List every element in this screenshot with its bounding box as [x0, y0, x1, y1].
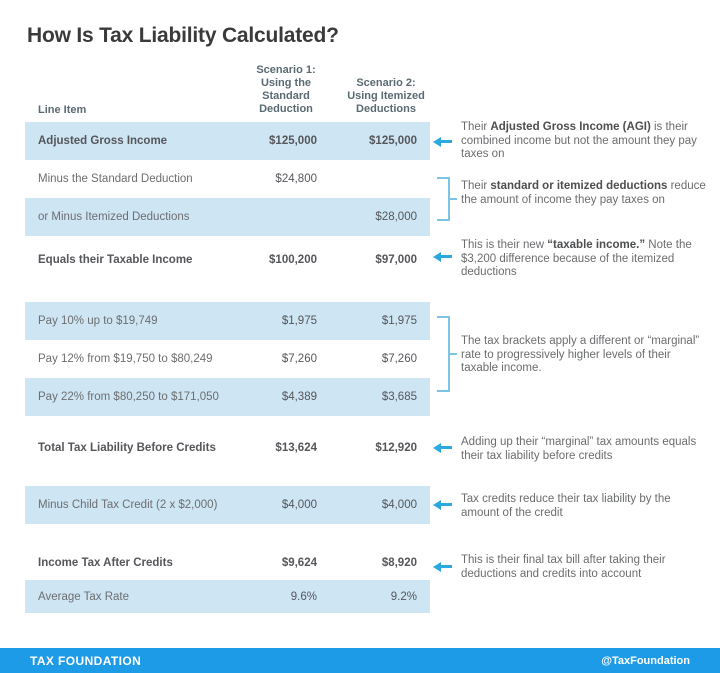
annotation-text: Adding up their “marginal” tax amounts e…	[461, 436, 697, 462]
annotation-text: Their standard or itemized deductions re…	[461, 180, 706, 206]
table-row: or Minus Itemized Deductions $28,000	[25, 198, 430, 236]
row-value-scenario2: $7,260	[381, 353, 417, 365]
annotation-text: The tax brackets apply a different or “m…	[461, 335, 700, 374]
row-label: Pay 22% from $80,250 to $171,050	[38, 391, 219, 403]
row-label: Minus the Standard Deduction	[38, 173, 193, 185]
table-row: Pay 22% from $80,250 to $171,050 $4,389 $3…	[25, 378, 430, 416]
row-value-scenario1: 9.6%	[290, 590, 317, 603]
row-value-scenario2: $28,000	[375, 211, 417, 223]
left-arrow-icon	[433, 499, 452, 511]
row-value-scenario1: $125,000	[269, 135, 317, 147]
table-row: Average Tax Rate 9.6% 9.2%	[25, 580, 430, 613]
row-label: Equals their Taxable Income	[38, 254, 193, 266]
left-arrow-icon	[433, 561, 452, 573]
row-value-scenario1: $4,000	[281, 499, 317, 511]
row-value-scenario2: $12,920	[375, 442, 417, 454]
table-row: Equals their Taxable Income $100,200 $97,0…	[25, 241, 430, 279]
col-header-scenario2: Scenario 2: Using Itemized Deductions	[347, 77, 425, 115]
row-value-scenario2: $1,975	[381, 315, 417, 327]
row-value-scenario2: $8,920	[381, 557, 417, 569]
annotation-text: This is their final tax bill after takin…	[461, 554, 666, 580]
col-header-scenario1: Scenario 1: Using the Standard Deduction	[256, 64, 316, 115]
table-row: Minus Child Tax Credit (2 x $2,000) $4,00…	[25, 486, 430, 524]
bracket-icon	[437, 316, 457, 392]
row-value-scenario2: $3,685	[381, 391, 417, 403]
table-row: Minus the Standard Deduction $24,800	[25, 160, 430, 198]
row-label: Average Tax Rate	[38, 590, 129, 603]
row-value-scenario1: $13,624	[275, 442, 317, 454]
row-value-scenario1: $1,975	[281, 315, 317, 327]
table-row: Total Tax Liability Before Credits $13,62…	[25, 429, 430, 467]
left-arrow-icon	[433, 251, 452, 263]
row-label: Minus Child Tax Credit (2 x $2,000)	[38, 499, 218, 511]
col-header-line-item: Line Item	[38, 104, 87, 116]
footer-brand: TAX FOUNDATION	[30, 653, 142, 668]
row-value-scenario2: $4,000	[381, 499, 417, 511]
row-value-scenario2: $97,000	[375, 254, 417, 266]
table-row: Pay 10% up to $19,749 $1,975 $1,975	[25, 302, 430, 340]
footer-twitter-handle[interactable]: @TaxFoundation	[601, 654, 690, 667]
row-label: or Minus Itemized Deductions	[38, 211, 190, 223]
bracket-icon	[437, 177, 457, 221]
row-value-scenario1: $7,260	[281, 353, 317, 365]
annotation-text: This is their new “taxable income.” Note…	[461, 239, 692, 278]
row-label: Total Tax Liability Before Credits	[38, 442, 216, 454]
row-value-scenario2: 9.2%	[390, 590, 417, 603]
row-label: Income Tax After Credits	[38, 557, 173, 569]
table-row: Adjusted Gross Income $125,000 $125,000	[25, 122, 430, 160]
page-title: How Is Tax Liability Calculated?	[27, 24, 339, 47]
row-value-scenario1: $100,200	[269, 254, 317, 266]
footer-bar: TAX FOUNDATION @TaxFoundation	[0, 648, 720, 673]
left-arrow-icon	[433, 136, 452, 148]
left-arrow-icon	[433, 442, 452, 454]
annotation-text: Tax credits reduce their tax liability b…	[461, 493, 671, 519]
row-label: Pay 12% from $19,750 to $80,249	[38, 353, 213, 365]
annotation-text: Their Adjusted Gross Income (AGI) is the…	[461, 121, 697, 160]
table-row: Pay 12% from $19,750 to $80,249 $7,260 $7,…	[25, 340, 430, 378]
row-label: Adjusted Gross Income	[38, 135, 168, 147]
row-label: Pay 10% up to $19,749	[38, 315, 158, 327]
row-value-scenario1: $9,624	[281, 557, 317, 569]
table-row: Income Tax After Credits $9,624 $8,920	[25, 544, 430, 582]
row-value-scenario1: $4,389	[281, 391, 317, 403]
row-value-scenario2: $125,000	[369, 135, 417, 147]
row-value-scenario1: $24,800	[275, 173, 317, 185]
